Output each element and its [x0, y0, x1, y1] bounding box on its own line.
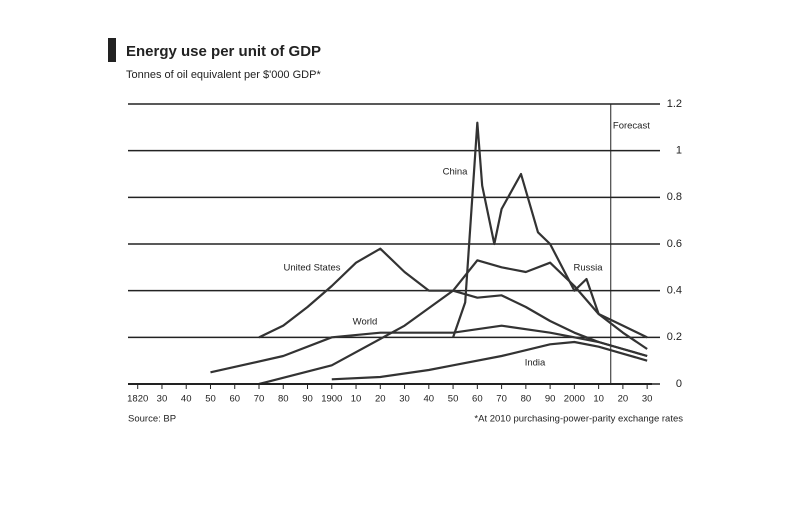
x-tick-label: 70 [254, 394, 265, 405]
x-tick-label: 30 [157, 394, 168, 405]
x-tick-label: 50 [448, 394, 459, 405]
forecast-label: Forecast [613, 121, 650, 132]
x-tick-label: 1900 [321, 394, 342, 405]
series-label: India [525, 358, 546, 369]
y-tick-label: 0 [676, 378, 682, 390]
series-label: China [443, 167, 469, 178]
series-line [452, 121, 648, 350]
x-tick-label: 1820 [127, 394, 148, 405]
y-tick-label: 0.4 [667, 285, 682, 297]
series-label: Russia [573, 263, 603, 274]
series-line [210, 324, 648, 374]
x-tick-label: 10 [593, 394, 604, 405]
x-tick-label: 60 [472, 394, 483, 405]
chart-title: Energy use per unit of GDP [126, 43, 321, 60]
y-tick-label: 1.2 [667, 98, 682, 110]
x-tick-label: 90 [545, 394, 556, 405]
x-tick-label: 80 [521, 394, 532, 405]
x-tick-label: 10 [351, 394, 362, 405]
x-tick-label: 90 [302, 394, 313, 405]
y-tick-label: 1 [676, 145, 682, 157]
y-tick-label: 0.8 [667, 191, 682, 203]
source: Source: BP [128, 414, 176, 425]
chart-subtitle: Tonnes of oil equivalent per $'000 GDP* [126, 69, 321, 81]
title-marker [108, 38, 116, 62]
x-tick-label: 20 [618, 394, 629, 405]
x-tick-label: 70 [496, 394, 507, 405]
x-tick-label: 2000 [564, 394, 585, 405]
x-tick-label: 40 [181, 394, 192, 405]
x-tick-label: 30 [399, 394, 410, 405]
series-label: United States [283, 263, 340, 274]
x-tick-label: 40 [424, 394, 435, 405]
series-label: World [353, 317, 378, 328]
y-tick-label: 0.2 [667, 331, 682, 343]
y-tick-label: 0.6 [667, 238, 682, 250]
series-line [331, 340, 648, 381]
x-tick-label: 60 [229, 394, 240, 405]
footnote: *At 2010 purchasing-power-parity exchang… [474, 414, 683, 425]
x-tick-label: 30 [642, 394, 653, 405]
x-tick-label: 80 [278, 394, 289, 405]
x-tick-label: 50 [205, 394, 216, 405]
x-tick-label: 20 [375, 394, 386, 405]
